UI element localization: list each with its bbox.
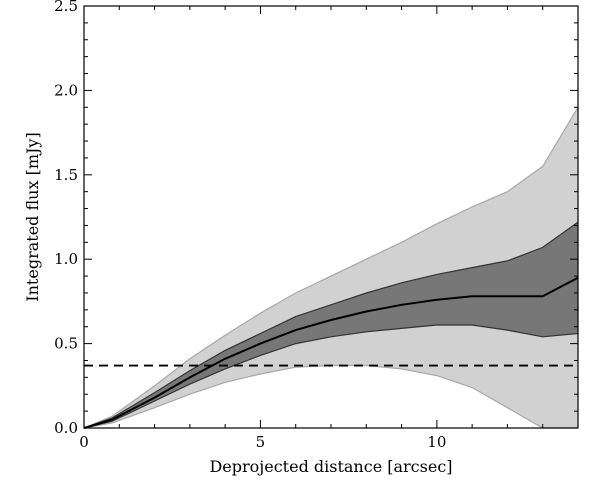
x-tick-label: 10 (427, 433, 446, 451)
inner-band-area (84, 222, 578, 428)
y-tick-label: 0.0 (54, 419, 78, 437)
confidence-bands (83, 106, 579, 429)
y-tick-label: 0.5 (54, 335, 78, 353)
inner-band-lower-edge (83, 324, 579, 429)
outer-band-upper-edge (83, 106, 579, 429)
y-axis-label: Integrated flux [mJy] (23, 132, 42, 301)
median-line-layer (83, 276, 579, 429)
tick-labels: 0 5 10 0.0 0.5 1.0 1.5 2.0 2.5 (54, 0, 446, 451)
y-tick-label: 1.0 (54, 250, 78, 268)
y-tick-label: 2.0 (54, 81, 78, 99)
outer-band-area (84, 107, 578, 429)
x-tick-label: 0 (79, 433, 89, 451)
plot-frame (83, 5, 579, 429)
y-tick-label: 2.5 (54, 0, 78, 15)
x-tick-label: 5 (256, 433, 266, 451)
inner-band-upper-edge (83, 221, 579, 429)
median-line (83, 276, 579, 429)
x-axis-label: Deprojected distance [arcsec] (209, 457, 452, 476)
y-tick-label: 1.5 (54, 166, 78, 184)
